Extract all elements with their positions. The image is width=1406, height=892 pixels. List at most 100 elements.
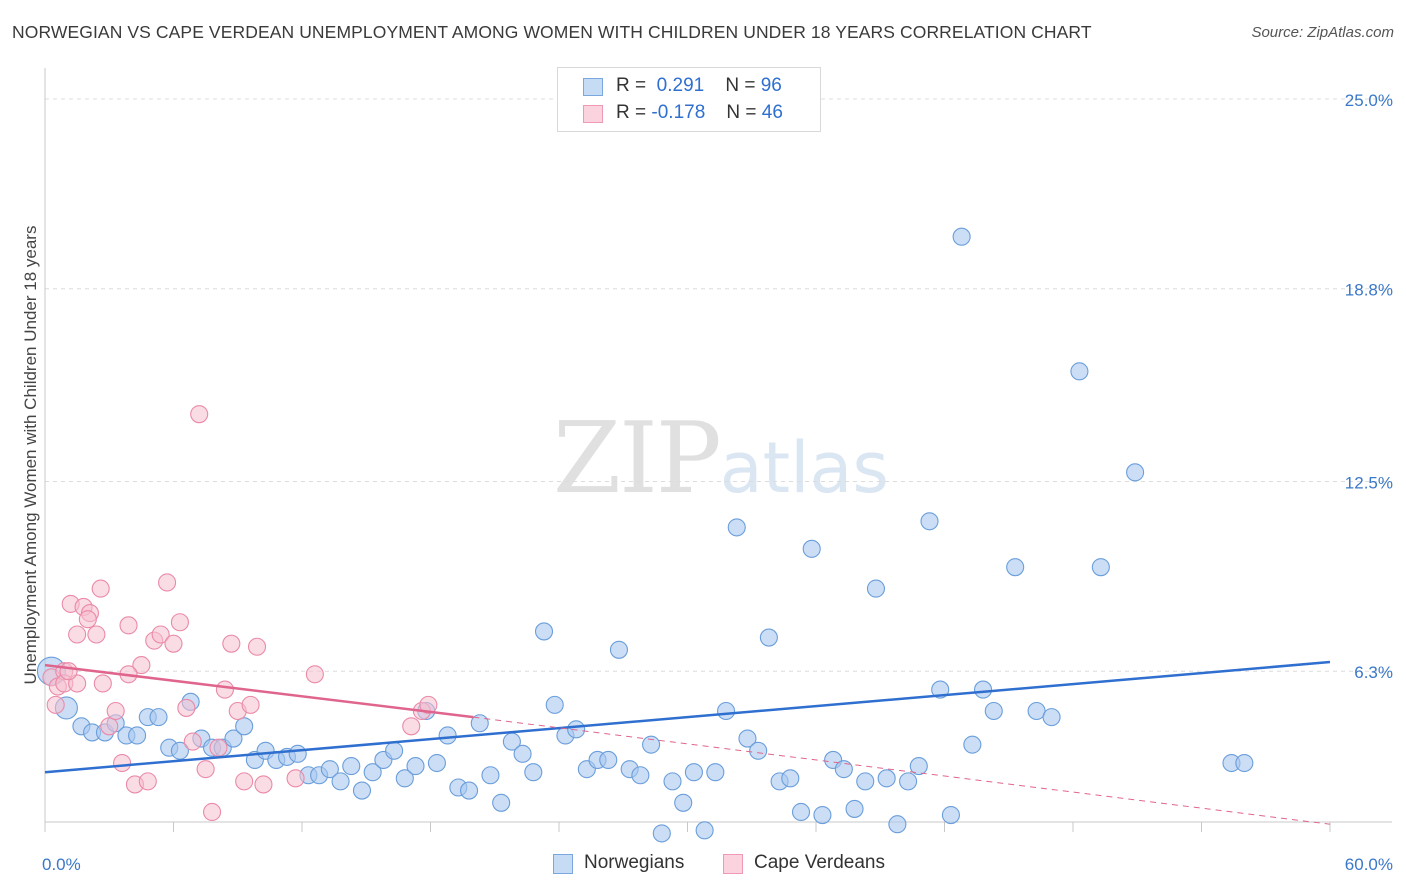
data-point-cape-verdeans xyxy=(215,680,234,699)
data-point-norwegians xyxy=(727,518,746,537)
data-point-norwegians xyxy=(1070,362,1089,381)
data-point-norwegians xyxy=(642,735,661,754)
grid-lines xyxy=(45,98,1392,672)
data-point-cape-verdeans xyxy=(59,662,78,681)
data-point-norwegians xyxy=(845,799,864,818)
legend-r-label: R = xyxy=(616,75,647,96)
data-point-cape-verdeans xyxy=(158,573,177,592)
data-point-cape-verdeans xyxy=(151,625,170,644)
data-point-norwegians xyxy=(931,680,950,699)
y-axis-label: Unemployment Among Women with Children U… xyxy=(21,226,40,685)
data-point-norwegians xyxy=(941,805,960,825)
data-point-norwegians xyxy=(470,714,489,733)
legend-r-value: 0.291 xyxy=(656,75,705,96)
data-point-norwegians xyxy=(695,821,714,840)
data-point-norwegians xyxy=(599,750,618,770)
data-point-norwegians xyxy=(984,701,1003,721)
data-point-cape-verdeans xyxy=(164,634,183,653)
data-point-norwegians xyxy=(352,781,372,800)
trend-lines xyxy=(44,660,1331,825)
y-tick-label: 18.8% xyxy=(1345,281,1393,300)
data-point-norwegians xyxy=(459,781,479,800)
data-point-cape-verdeans xyxy=(78,610,97,629)
data-point-norwegians xyxy=(1235,753,1254,773)
bottom-legend-swatch-cape-verdeans xyxy=(723,854,743,874)
bottom-legend-label-norwegians: Norwegians xyxy=(584,852,685,873)
series-cape-verdeans xyxy=(42,405,438,822)
data-point-norwegians xyxy=(1042,708,1061,727)
data-point-norwegians xyxy=(545,695,564,714)
legend-swatch-cape-verdeans xyxy=(583,105,603,123)
data-point-norwegians xyxy=(224,729,243,748)
data-point-cape-verdeans xyxy=(68,674,87,693)
data-point-norwegians xyxy=(1091,558,1110,577)
data-point-norwegians xyxy=(802,539,821,558)
data-point-cape-verdeans xyxy=(222,634,241,653)
data-point-cape-verdeans xyxy=(138,772,157,791)
data-point-norwegians xyxy=(749,741,768,760)
data-point-norwegians xyxy=(149,708,168,727)
data-point-norwegians xyxy=(363,763,382,782)
data-point-cape-verdeans xyxy=(190,405,209,424)
legend-n-value: 96 xyxy=(760,75,782,96)
trend-line-norwegians xyxy=(44,660,1331,774)
trend-line-cape-verdeans xyxy=(44,663,474,719)
data-point-norwegians xyxy=(791,802,811,822)
data-point-norwegians xyxy=(963,735,982,754)
series-norwegians xyxy=(36,227,1254,843)
data-point-cape-verdeans xyxy=(46,695,65,714)
legend-swatch-norwegians xyxy=(583,78,603,96)
data-point-norwegians xyxy=(513,744,532,763)
data-point-cape-verdeans xyxy=(177,698,196,717)
y-tick-label: 25.0% xyxy=(1345,91,1393,110)
data-point-cape-verdeans xyxy=(247,637,267,656)
data-point-norwegians xyxy=(877,769,896,788)
correlation-legend: R = 0.291 N = 96 R = -0.178 N = 46 xyxy=(557,67,821,132)
data-point-cape-verdeans xyxy=(132,656,151,675)
data-point-norwegians xyxy=(567,720,586,739)
data-point-cape-verdeans xyxy=(87,625,106,644)
data-point-cape-verdeans xyxy=(113,753,132,773)
data-point-norwegians xyxy=(320,760,339,779)
bottom-legend-swatch-norwegians xyxy=(553,854,573,874)
data-point-norwegians xyxy=(834,760,853,779)
data-point-norwegians xyxy=(170,741,189,760)
data-point-norwegians xyxy=(1126,463,1145,482)
data-point-norwegians xyxy=(128,726,147,745)
chart-title: NORWEGIAN VS CAPE VERDEAN UNEMPLOYMENT A… xyxy=(12,22,1092,42)
data-point-cape-verdeans xyxy=(203,802,222,822)
data-point-cape-verdeans xyxy=(183,732,202,751)
x-tick-label: 60.0% xyxy=(1345,855,1393,874)
data-point-norwegians xyxy=(738,729,757,748)
data-point-cape-verdeans xyxy=(241,695,260,714)
legend-n-label: N = xyxy=(726,102,757,123)
data-point-cape-verdeans xyxy=(286,769,305,788)
data-point-norwegians xyxy=(920,512,939,531)
data-point-norwegians xyxy=(909,757,928,776)
data-point-norwegians xyxy=(674,793,693,812)
data-point-norwegians xyxy=(813,805,832,825)
data-point-cape-verdeans xyxy=(419,695,438,714)
x-tick-label: 0.0% xyxy=(42,855,81,874)
data-point-norwegians xyxy=(866,579,886,598)
data-point-norwegians xyxy=(342,757,361,776)
chart-source: Source: ZipAtlas.com xyxy=(1251,24,1394,41)
data-point-norwegians xyxy=(973,680,993,699)
data-point-cape-verdeans xyxy=(91,579,110,598)
data-point-cape-verdeans xyxy=(254,775,273,794)
data-point-norwegians xyxy=(534,622,554,641)
data-point-norwegians xyxy=(395,769,414,788)
legend-r-value: -0.178 xyxy=(651,102,706,123)
bottom-legend-label-cape-verdeans: Cape Verdeans xyxy=(754,852,885,873)
data-point-norwegians xyxy=(609,640,629,659)
data-point-cape-verdeans xyxy=(119,616,138,635)
data-point-cape-verdeans xyxy=(93,674,112,693)
data-point-cape-verdeans xyxy=(196,760,215,779)
y-tick-label: 12.5% xyxy=(1345,474,1393,493)
data-point-cape-verdeans xyxy=(100,717,119,736)
data-point-norwegians xyxy=(759,628,778,647)
data-point-norwegians xyxy=(888,815,907,834)
y-tick-label: 6.3% xyxy=(1354,663,1393,682)
data-point-norwegians xyxy=(781,769,800,788)
